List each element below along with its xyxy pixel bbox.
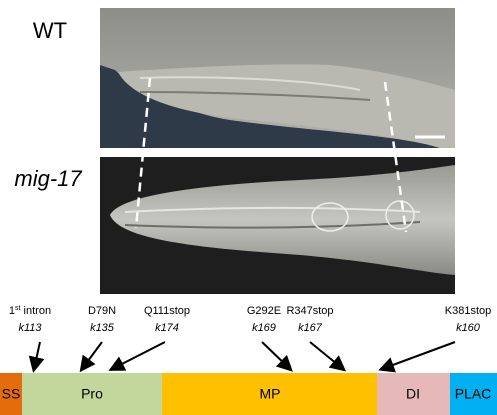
mutation-name-part: intron — [21, 305, 52, 317]
arrows — [34, 342, 455, 369]
domain-label: Pro — [81, 386, 103, 402]
mutation-name: R347stop — [286, 305, 333, 317]
allele: k169 — [252, 322, 276, 334]
domain-label: PLAC — [455, 386, 492, 402]
allele: k160 — [456, 322, 481, 334]
mutant-micrograph — [100, 157, 455, 294]
mutation-name: K381stop — [445, 305, 491, 317]
allele: k113 — [18, 322, 42, 334]
wt-label: WT — [33, 18, 67, 43]
mutation-name: Q111stop — [144, 305, 190, 317]
figure: WT mig-17 1st intron k113 D79N k135 Q111… — [0, 0, 497, 415]
allele: k167 — [298, 322, 323, 334]
wt-micrograph — [100, 8, 455, 148]
mutation-name: G292E — [247, 305, 281, 317]
domain-label: MP — [260, 386, 281, 402]
allele: k174 — [155, 322, 179, 334]
domain-label: SS — [2, 386, 21, 402]
mutation-name: 1st intron — [9, 305, 51, 317]
mutant-label: mig-17 — [14, 166, 82, 191]
allele: k135 — [90, 322, 115, 334]
mutation-name: D79N — [88, 305, 116, 317]
domain-label: DI — [406, 386, 420, 402]
